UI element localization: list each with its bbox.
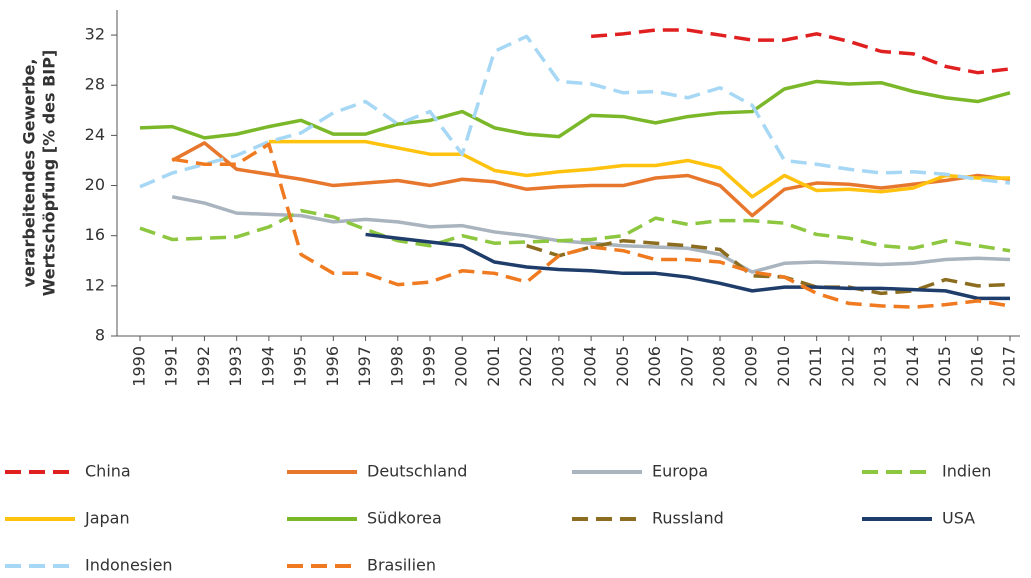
x-tick-label: 2000: [452, 346, 471, 387]
legend-label: Südkorea: [367, 509, 442, 528]
y-tick-label: 28: [85, 75, 105, 94]
x-tick-label: 2003: [548, 346, 567, 387]
legend-label: Indien: [942, 462, 991, 481]
x-tick-label: 2004: [581, 346, 600, 387]
x-tick-label: 2011: [806, 346, 825, 387]
x-tick-label: 1990: [130, 346, 149, 387]
legend-label: Japan: [84, 509, 130, 528]
legend-label: USA: [942, 509, 975, 528]
y-tick-label: 32: [85, 25, 105, 44]
x-tick-label: 2017: [1000, 346, 1019, 387]
x-tick-label: 1991: [162, 346, 181, 387]
x-tick-label: 2010: [774, 346, 793, 387]
x-tick-label: 2016: [967, 346, 986, 387]
line-series: [268, 139, 1010, 199]
x-tick-label: 2006: [645, 346, 664, 387]
line-series: [171, 141, 1011, 218]
x-tick-label: 1992: [194, 346, 213, 387]
legend-label: Brasilien: [367, 556, 436, 575]
x-tick-label: 2015: [935, 346, 954, 387]
y-tick-label: 16: [85, 225, 105, 244]
x-tick-label: 2014: [903, 346, 922, 387]
x-tick-label: 1998: [387, 346, 406, 387]
y-tick-label: 24: [85, 125, 105, 144]
line-series: [139, 208, 1011, 253]
x-tick-label: 2008: [710, 346, 729, 387]
y-tick-label: 8: [95, 326, 105, 345]
line-series: [365, 232, 1010, 301]
x-tick-label: 1994: [258, 346, 277, 387]
legend-label: Indonesien: [85, 556, 173, 575]
y-axis-label: Wertschöpfung [% des BIP]: [40, 50, 59, 297]
line-series: [526, 238, 1011, 296]
x-tick-label: 2012: [838, 346, 857, 387]
legend-label: Russland: [652, 509, 724, 528]
x-tick-label: 2002: [516, 346, 535, 387]
x-tick-label: 1999: [420, 346, 439, 387]
y-axis-label: verarbeitendes Gewerbe,: [20, 59, 39, 288]
y-tick-label: 20: [85, 175, 105, 194]
x-tick-label: 1997: [355, 346, 374, 387]
x-tick-label: 2005: [613, 346, 632, 387]
line-series: [590, 28, 1011, 75]
y-tick-label: 12: [85, 275, 105, 294]
legend-label: China: [85, 462, 131, 481]
line-series: [139, 34, 1011, 189]
x-tick-label: 2013: [871, 346, 890, 387]
x-tick-label: 1993: [226, 346, 245, 387]
x-tick-label: 1995: [291, 346, 310, 387]
legend-label: Deutschland: [367, 462, 467, 481]
x-tick-label: 2009: [742, 346, 761, 387]
x-tick-label: 2007: [677, 346, 696, 387]
legend-label: Europa: [652, 462, 708, 481]
x-tick-label: 2001: [484, 346, 503, 387]
line-series: [171, 142, 1011, 309]
line-series: [139, 79, 1011, 140]
line-series: [171, 195, 1011, 274]
x-tick-label: 1996: [323, 346, 342, 387]
